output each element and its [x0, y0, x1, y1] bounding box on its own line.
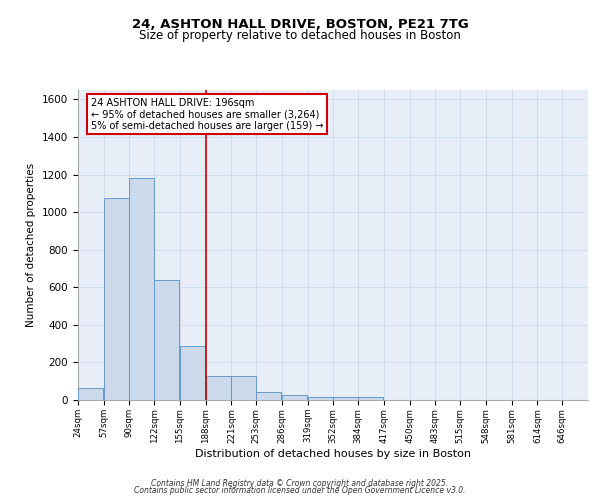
Bar	[78, 388, 103, 400]
Bar	[130, 178, 154, 400]
Bar	[308, 397, 332, 400]
Text: Contains HM Land Registry data © Crown copyright and database right 2025.: Contains HM Land Registry data © Crown c…	[151, 478, 449, 488]
Bar	[104, 198, 128, 400]
Bar	[334, 397, 358, 400]
Text: 24, ASHTON HALL DRIVE, BOSTON, PE21 7TG: 24, ASHTON HALL DRIVE, BOSTON, PE21 7TG	[131, 18, 469, 30]
Bar	[180, 346, 205, 400]
Bar	[206, 376, 230, 400]
X-axis label: Distribution of detached houses by size in Boston: Distribution of detached houses by size …	[195, 450, 471, 460]
Text: Size of property relative to detached houses in Boston: Size of property relative to detached ho…	[139, 29, 461, 42]
Y-axis label: Number of detached properties: Number of detached properties	[26, 163, 37, 327]
Bar	[282, 396, 307, 400]
Bar	[154, 280, 179, 400]
Bar	[358, 397, 383, 400]
Bar	[232, 376, 256, 400]
Bar	[256, 392, 281, 400]
Text: 24 ASHTON HALL DRIVE: 196sqm
← 95% of detached houses are smaller (3,264)
5% of : 24 ASHTON HALL DRIVE: 196sqm ← 95% of de…	[91, 98, 323, 131]
Text: Contains public sector information licensed under the Open Government Licence v3: Contains public sector information licen…	[134, 486, 466, 495]
